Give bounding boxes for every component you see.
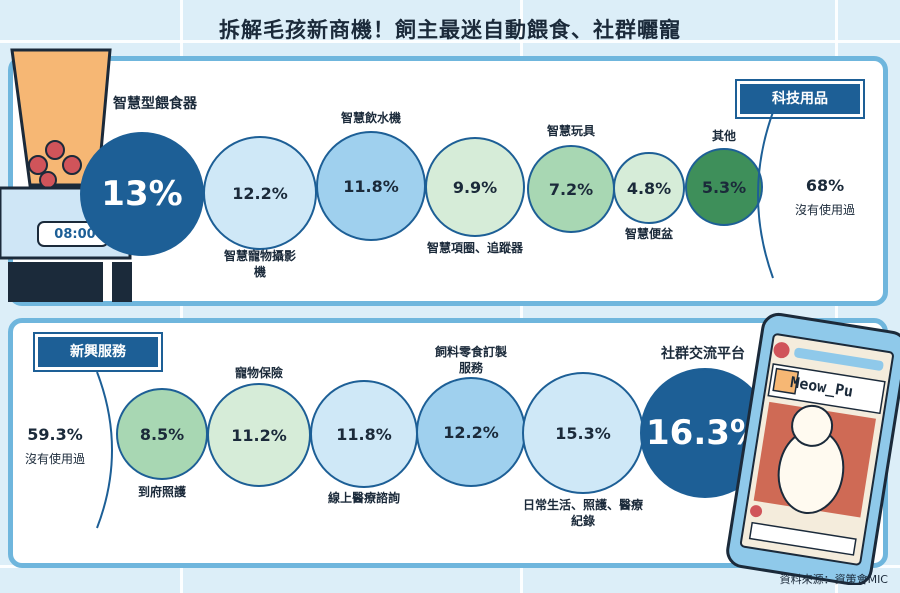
- label-smart-toy: 智慧玩具: [546, 124, 595, 138]
- not-used-tech-value: 68%: [805, 176, 845, 195]
- bubble-online-vet: 11.8%: [310, 380, 418, 488]
- label-other: 其他: [711, 129, 736, 143]
- not-used-services: 59.3% 沒有使用過: [15, 425, 95, 467]
- source-note: 資料來源：資策會MIC: [779, 573, 888, 586]
- not-used-services-value: 59.3%: [27, 425, 83, 444]
- bubble-smart-feeder: 13%: [80, 132, 204, 256]
- not-used-tech: 68% 沒有使用過: [780, 176, 870, 218]
- page-title: 拆解毛孩新商機！飼主最迷自動餵食、社群曬寵: [219, 18, 681, 42]
- tag-new-services: 新興服務: [35, 334, 161, 370]
- label-daily-records: 日常生活、照護、醫療紀錄: [522, 498, 643, 528]
- label-home-care: 到府照護: [137, 485, 186, 499]
- bubble-pet-insurance: 11.2%: [207, 383, 311, 487]
- bubble-smart-litter: 4.8%: [613, 152, 685, 224]
- label-online-vet: 線上醫療諮詢: [327, 491, 400, 505]
- not-used-tech-text: 沒有使用過: [794, 203, 855, 217]
- label-custom-food: 飼料零食訂製服務: [434, 345, 507, 375]
- label-pet-camera: 智慧寵物攝影機: [223, 249, 296, 279]
- phone-illustration: [726, 312, 900, 585]
- bubble-water-fountain: 11.8%: [316, 131, 426, 241]
- bubble-custom-food: 12.2%: [416, 377, 526, 487]
- bubble-social-platform: 16.3%: [640, 368, 770, 498]
- bubble-pet-camera: 12.2%: [203, 136, 317, 250]
- bubble-daily-records: 15.3%: [522, 372, 644, 494]
- label-social-platform: 社群交流平台: [661, 346, 745, 362]
- bubble-home-care: 8.5%: [116, 388, 208, 480]
- label-smart-collar: 智慧項圈、追蹤器: [426, 241, 523, 255]
- bubble-smart-toy: 7.2%: [527, 145, 615, 233]
- grid-line: [0, 40, 900, 43]
- not-used-arc: [96, 371, 113, 529]
- not-used-arc: [757, 111, 774, 279]
- label-pet-insurance: 寵物保險: [234, 366, 283, 380]
- label-water-fountain: 智慧飲水機: [340, 111, 401, 125]
- bubble-smart-collar: 9.9%: [425, 137, 525, 237]
- label-smart-litter: 智慧便盆: [624, 227, 673, 241]
- bubble-other: 5.3%: [685, 148, 763, 226]
- label-smart-feeder: 智慧型餵食器: [113, 96, 197, 112]
- tag-tech-products: 科技用品: [737, 81, 863, 117]
- not-used-services-text: 沒有使用過: [24, 452, 85, 466]
- feeder-clock: 08:00: [54, 227, 96, 242]
